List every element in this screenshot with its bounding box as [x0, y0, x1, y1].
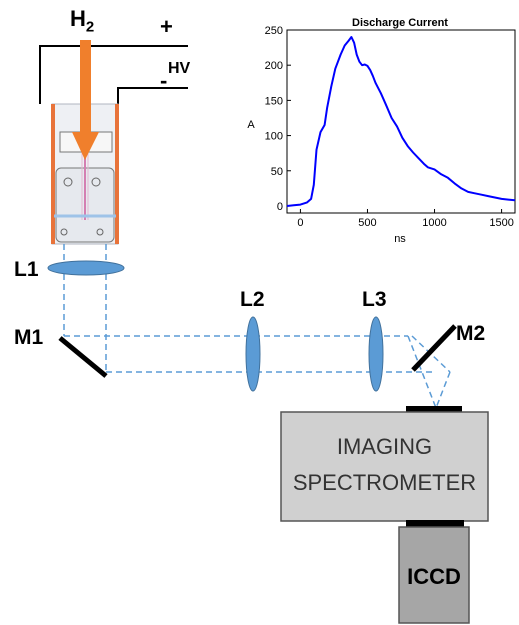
x-tick-label: 1000: [422, 217, 446, 229]
lens-l2: [245, 316, 261, 392]
y-tick-label: 150: [265, 95, 283, 107]
plus-terminal-label: +: [160, 14, 173, 39]
h2-subscript: 2: [85, 18, 95, 36]
lens-l3: [368, 316, 384, 392]
screw-hole: [60, 228, 68, 236]
lens-l2-label: L2: [240, 288, 265, 311]
discharge-current-chart: Discharge Current 0 50 100 150 200 250 0 500 100…: [247, 17, 516, 245]
spectrometer-label-line2: SPECTROMETER: [292, 470, 477, 495]
y-tick-label: 250: [265, 25, 283, 37]
lens-l1: [47, 260, 125, 276]
mirror-m2: [411, 324, 457, 372]
h2-inflow-arrow: [72, 40, 99, 160]
h2-label: H2: [70, 6, 94, 35]
positive-wire: [39, 45, 188, 104]
screw-hole: [91, 177, 101, 187]
iccd-camera-box: [398, 526, 470, 624]
chart-plot-area: [286, 29, 516, 214]
hv-label: HV: [168, 60, 191, 77]
chart-ticks: 0 50 100 150 200 250 0 500 1000 1500: [265, 25, 514, 229]
beam-segment: [407, 335, 437, 409]
mirror-m2-label: M2: [456, 322, 486, 345]
screw-hole: [63, 177, 73, 187]
hv-wiring: [39, 45, 188, 104]
beam-segment: [435, 371, 451, 409]
y-tick-label: 100: [265, 131, 283, 143]
x-tick-label: 0: [297, 217, 303, 229]
iccd-label: ICCD: [407, 564, 461, 589]
negative-wire: [117, 87, 188, 104]
detector-coupler: [406, 520, 464, 528]
minus-terminal-label: -: [160, 68, 168, 93]
x-tick-label: 500: [358, 217, 376, 229]
arrow-head: [72, 132, 99, 160]
beam-segment: [411, 335, 451, 373]
mirror-m1-label: M1: [14, 326, 44, 349]
spectrometer-label-line1: IMAGING: [336, 434, 433, 459]
mirror-m1: [58, 336, 108, 378]
imaging-spectrometer-box: [280, 411, 489, 522]
chart-x-axis-label: ns: [394, 233, 406, 245]
y-tick-label: 50: [271, 166, 283, 178]
arrow-shaft: [80, 40, 91, 136]
lens-l1-label: L1: [14, 258, 39, 281]
chart-y-axis-label: A: [247, 119, 255, 131]
h2-symbol: H: [70, 6, 86, 31]
screw-hole: [96, 228, 104, 236]
spectrometer-entrance-slit: [406, 406, 462, 413]
x-tick-label: 1500: [489, 217, 513, 229]
lens-l3-label: L3: [362, 288, 387, 311]
y-tick-label: 200: [265, 60, 283, 72]
y-tick-label: 0: [277, 201, 283, 213]
discharge-current-series-line: [286, 36, 516, 207]
chart-title: Discharge Current: [352, 17, 448, 29]
